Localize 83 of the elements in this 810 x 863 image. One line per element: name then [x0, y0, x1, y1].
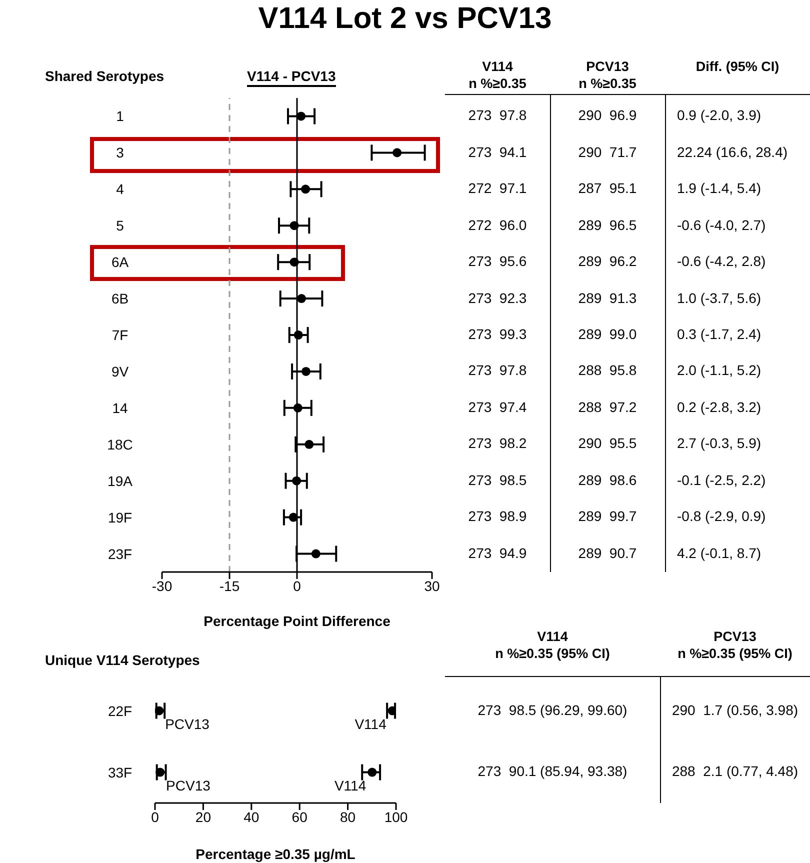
- text: 273 92.3: [467, 290, 528, 306]
- text: 273 99.3: [467, 326, 528, 342]
- text: -0.1 (-2.5, 2.2): [677, 472, 767, 488]
- text: 273 98.9: [467, 508, 528, 524]
- text: 290 95.5: [577, 435, 638, 452]
- text: -0.8 (-2.9, 0.9): [677, 508, 767, 524]
- text: 290 71.7: [577, 144, 638, 160]
- text: 288 95.8: [577, 362, 638, 378]
- y-tick-label: 18C: [107, 436, 133, 452]
- text: 2.7 (-0.3, 5.9): [677, 435, 762, 452]
- y-tick-label: 1: [116, 108, 124, 124]
- chart-title: V114 Lot 2 vs PCV13: [257, 2, 553, 36]
- x-axis-title: Percentage ≥0.35 µg/mL: [196, 846, 356, 862]
- text: V114 - PCV13: [247, 68, 336, 87]
- text: V114 n %≥0.35: [468, 58, 528, 92]
- text: PCV13: [166, 777, 210, 794]
- series-label: PCV13: [165, 716, 210, 732]
- x-axis-title: Percentage Point Difference: [204, 613, 391, 629]
- text: 272 96.0: [467, 216, 528, 233]
- text: V114: [334, 777, 366, 794]
- text: 2.0 (-1.1, 5.2): [677, 362, 762, 378]
- text: -0.6 (-4.2, 2.8): [677, 253, 767, 270]
- text: 289 98.6: [577, 472, 638, 488]
- text: 273 90.1 (85.94, 93.38): [476, 763, 628, 780]
- text: 273 97.8: [467, 362, 528, 378]
- text: 290 96.9: [577, 107, 638, 124]
- text: 273 97.8: [467, 107, 528, 124]
- y-tick-label: 3: [116, 144, 124, 161]
- y-tick-label: 22F: [108, 702, 132, 719]
- y-axis-title: Shared Serotypes: [45, 68, 164, 84]
- text: 1.9 (-1.4, 5.4): [677, 180, 762, 196]
- text: 289 99.7: [577, 508, 638, 524]
- text: 1.0 (-3.7, 5.6): [677, 290, 762, 306]
- x-tick-label: -15: [219, 578, 240, 594]
- y-axis-title: Unique V114 Serotypes: [45, 652, 200, 668]
- text: 273 97.4: [467, 398, 528, 415]
- text: Diff. (95% CI): [694, 58, 780, 75]
- text: 290 1.7 (0.56, 3.98): [670, 702, 800, 718]
- text: 288 97.2: [577, 398, 638, 415]
- text: 287 95.1: [577, 180, 638, 196]
- text: 0.3 (-1.7, 2.4): [677, 326, 762, 342]
- text: V114 n %≥0.35 (95% CI): [494, 628, 611, 662]
- x-tick-label: 30: [424, 578, 440, 594]
- y-tick-label: 7F: [112, 327, 128, 343]
- text: PCV13 n %≥0.35 (95% CI): [676, 628, 794, 662]
- text: 289 90.7: [577, 544, 638, 561]
- x-tick-label: -30: [152, 578, 172, 594]
- text: -0.6 (-4.0, 2.7): [677, 216, 767, 233]
- text: 273 98.5 (96.29, 99.60): [476, 702, 628, 718]
- series-label: V114: [354, 716, 387, 732]
- text: 22.24 (16.6, 28.4): [677, 144, 789, 160]
- y-tick-label: 6A: [111, 254, 130, 270]
- text: 0.9 (-2.0, 3.9): [677, 107, 762, 124]
- text: 273 95.6: [467, 253, 528, 270]
- text: 4.2 (-0.1, 8.7): [677, 544, 762, 561]
- text: 273 98.5: [467, 472, 528, 488]
- text: 289 91.3: [577, 290, 638, 306]
- x-tick-label: 100: [384, 808, 408, 825]
- y-tick-label: 9V: [111, 363, 130, 380]
- x-tick-label: 0: [293, 578, 302, 594]
- x-tick-label: 0: [151, 808, 160, 825]
- text: 289 96.5: [577, 216, 638, 233]
- y-tick-label: 19A: [108, 472, 134, 489]
- y-tick-label: 6B: [111, 290, 129, 307]
- y-tick-label: 5: [116, 218, 124, 234]
- text: 272 97.1: [467, 180, 528, 196]
- y-tick-label: 23F: [108, 546, 132, 562]
- text: 273 94.1: [467, 144, 528, 160]
- text: PCV13 n %≥0.35: [578, 58, 638, 92]
- y-tick-label: 14: [112, 400, 128, 416]
- text: 273 94.9: [467, 544, 528, 561]
- y-tick-label: 4: [116, 181, 124, 198]
- x-tick-label: 40: [244, 808, 260, 825]
- x-tick-label: 60: [292, 808, 308, 825]
- y-tick-label: 19F: [108, 509, 132, 526]
- x-tick-label: 20: [195, 808, 212, 825]
- x-tick-label: 80: [340, 808, 356, 825]
- text: 289 96.2: [577, 253, 638, 270]
- text: 288 2.1 (0.77, 4.48): [670, 763, 800, 780]
- text: 0.2 (-2.8, 3.2): [677, 398, 762, 415]
- y-tick-label: 33F: [108, 764, 132, 780]
- text: 289 99.0: [577, 326, 638, 342]
- text: 273 98.2: [467, 435, 528, 452]
